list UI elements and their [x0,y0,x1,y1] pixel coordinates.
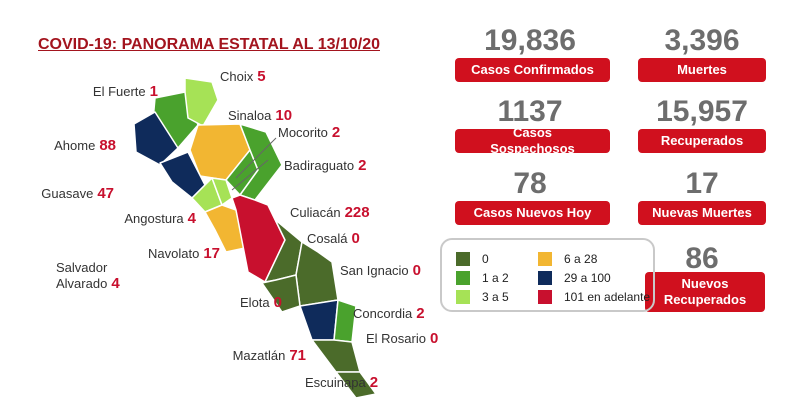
stat-label: Muertes [638,58,766,82]
municipality-label: Badiraguato 2 [284,158,366,174]
municipality-count: 88 [99,137,116,154]
municipality-label: Ahome 88 [54,138,116,154]
municipality-count: 0 [351,230,360,247]
municipality-count: 4 [187,210,196,227]
municipality-label: Mocorito 2 [278,125,340,141]
legend-item: 29 a 100 [538,271,611,285]
municipality-label: Mazatlán 71 [233,348,306,364]
stat-value: 19,836 [484,24,576,57]
legend-swatch [456,290,470,304]
municipality-label: San Ignacio 0 [340,263,421,279]
title: COVID-19: PANORAMA ESTATAL AL 13/10/20 [38,36,380,53]
municipality-count: 2 [331,124,341,141]
region-elota [261,274,301,313]
municipality-count: 4 [111,275,120,292]
legend-label: 3 a 5 [482,290,509,304]
municipality-label: El Fuerte 1 [93,84,158,100]
legend-swatch [538,271,552,285]
municipality-count: 0 [273,294,282,311]
municipality-count: 10 [275,107,293,124]
region-el-rosario [311,339,361,373]
stat-label: Recuperados [638,129,766,153]
municipality-name: Ahome [54,138,96,153]
municipality-name: Sinaloa [228,108,272,123]
stat-value: 15,957 [656,95,748,128]
municipality-name: Escuinapa [305,375,366,390]
municipality-count: 5 [257,68,266,85]
municipality-name: Concordia [353,306,413,321]
legend-swatch [538,290,552,304]
municipality-label: Concordia 2 [353,306,425,322]
municipality-label: Cosalá 0 [307,231,360,247]
legend-swatch [456,271,470,285]
municipality-count: 2 [416,305,425,322]
municipality-count: 2 [369,374,379,391]
legend-label: 6 a 28 [564,252,598,266]
municipality-name: Mazatlán [232,348,286,363]
municipality-count: 228 [344,204,370,221]
stat-label: Nuevas Muertes [638,201,766,225]
municipality-count: 17 [203,245,220,262]
municipality-label: Choix 5 [220,69,266,85]
municipality-name: Salvador Alvarado [56,260,108,291]
legend-item: 101 en adelante [538,290,650,304]
stat-label: Casos Sospechosos [455,125,610,156]
municipality-count: 71 [289,347,306,364]
region-san-ignacio [295,241,339,307]
municipality-label: Sinaloa 10 [228,108,292,124]
stat-value: 78 [513,167,547,200]
municipality-name: Cosalá [307,231,348,246]
municipality-label: Elota 0 [240,295,282,311]
municipality-count: 0 [412,262,422,279]
municipality-name: Choix [220,69,254,84]
stat-value: 86 [685,242,719,275]
region-mazatlan [299,299,339,341]
stat-value: 17 [685,167,719,200]
leader-line [231,159,269,191]
municipality-label: Guasave 47 [41,186,114,202]
municipality-count: 0 [429,330,439,347]
legend-item: 3 a 5 [456,290,509,304]
legend-item: 6 a 28 [538,252,597,266]
municipality-label: Angostura 4 [124,211,196,227]
municipality-count: 47 [97,185,114,202]
municipality-label: Escuinapa 2 [305,375,378,391]
municipality-count: 1 [149,83,158,100]
legend: 0 1 a 2 3 a 5 6 a 28 29 a 100 101 en adelante [440,238,655,312]
legend-label: 29 a 100 [564,271,611,285]
municipality-name: Elota [240,295,270,310]
municipality-name: Navolato [148,246,200,261]
stat-value: 3,396 [664,24,740,57]
stat-label: Nuevos Recuperados [645,272,765,312]
legend-label: 1 a 2 [482,271,509,285]
region-escuinapa [335,371,377,399]
municipality-name: Mocorito [278,125,328,140]
municipality-label: Salvador Alvarado 4 [56,260,126,292]
leader-line [235,137,277,179]
municipality-name: Guasave [41,186,94,201]
municipality-label: Navolato 17 [148,246,220,262]
municipality-name: Badiraguato [284,158,355,173]
stat-value: 1137 [497,95,563,128]
municipality-label: El Rosario 0 [366,331,438,347]
region-choix [184,77,219,127]
legend-swatch [538,252,552,266]
stat-label: Casos Confirmados [455,58,610,82]
municipality-label: Culiacán 228 [290,205,370,221]
municipality-name: Angostura [124,211,184,226]
municipality-count: 2 [358,157,367,174]
legend-label: 101 en adelante [564,290,651,304]
legend-label: 0 [482,252,489,266]
region-ahome [133,111,179,166]
legend-swatch [456,252,470,266]
map [133,77,377,399]
municipality-name: El Rosario [366,331,426,346]
legend-item: 0 [456,252,489,266]
stat-label: Casos Nuevos Hoy [455,201,610,225]
legend-item: 1 a 2 [456,271,509,285]
municipality-name: Culiacán [290,205,341,220]
municipality-name: San Ignacio [340,263,409,278]
municipality-name: El Fuerte [92,84,146,99]
